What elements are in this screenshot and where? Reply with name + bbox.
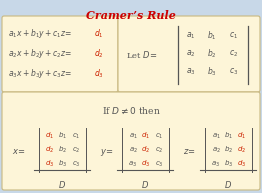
Text: $a_1$: $a_1$ [129, 131, 138, 141]
Text: $b_2$: $b_2$ [58, 145, 68, 155]
Text: $a_1x+b_1y+c_1z\!=\!$: $a_1x+b_1y+c_1z\!=\!$ [8, 27, 72, 41]
Text: $a_3$: $a_3$ [186, 67, 196, 77]
FancyBboxPatch shape [2, 92, 260, 190]
Text: $c_3$: $c_3$ [72, 159, 80, 169]
Text: $d_1$: $d_1$ [94, 28, 104, 40]
Text: $d_3$: $d_3$ [237, 159, 247, 169]
Text: $c_2$: $c_2$ [155, 145, 163, 155]
Text: If $D \neq 0$ then: If $D \neq 0$ then [102, 106, 160, 116]
Text: $b_2$: $b_2$ [225, 145, 233, 155]
Text: $b_2$: $b_2$ [207, 48, 217, 60]
Text: $x\!=\!$: $x\!=\!$ [12, 147, 26, 157]
Text: $d_1$: $d_1$ [141, 131, 151, 141]
Text: $D$: $D$ [141, 179, 149, 190]
Text: Let $D\!=\!$: Let $D\!=\!$ [126, 48, 157, 59]
Text: $d_3$: $d_3$ [45, 159, 54, 169]
Text: $d_3$: $d_3$ [94, 68, 104, 80]
Text: $c_1$: $c_1$ [230, 31, 238, 41]
Text: $b_3$: $b_3$ [58, 159, 68, 169]
Text: $a_2$: $a_2$ [211, 145, 220, 155]
Text: $c_2$: $c_2$ [230, 49, 238, 59]
Text: $b_1$: $b_1$ [58, 131, 68, 141]
Text: $a_1$: $a_1$ [186, 31, 196, 41]
Text: $d_2$: $d_2$ [141, 145, 151, 155]
Text: $a_3$: $a_3$ [211, 159, 221, 169]
Text: $c_2$: $c_2$ [72, 145, 80, 155]
Text: $d_2$: $d_2$ [94, 48, 104, 60]
Text: $d_1$: $d_1$ [46, 131, 54, 141]
Text: $d_2$: $d_2$ [46, 145, 54, 155]
Text: $c_3$: $c_3$ [155, 159, 163, 169]
Text: $a_3x+b_3y+c_3z\!=\!$: $a_3x+b_3y+c_3z\!=\!$ [8, 68, 72, 80]
Text: $a_3$: $a_3$ [128, 159, 138, 169]
Text: $y\!=\!$: $y\!=\!$ [100, 146, 113, 157]
Text: $b_1$: $b_1$ [207, 30, 217, 42]
Text: $c_1$: $c_1$ [72, 131, 80, 141]
Text: $d_2$: $d_2$ [237, 145, 247, 155]
Text: $D$: $D$ [58, 179, 66, 190]
Text: $b_3$: $b_3$ [207, 66, 217, 78]
Text: $a_1$: $a_1$ [211, 131, 220, 141]
Text: $b_3$: $b_3$ [225, 159, 234, 169]
FancyBboxPatch shape [118, 16, 260, 92]
Text: $d_1$: $d_1$ [237, 131, 247, 141]
Text: $c_3$: $c_3$ [230, 67, 239, 77]
Text: $a_2$: $a_2$ [129, 145, 138, 155]
Text: $a_2x+b_2y+c_2z\!=\!$: $a_2x+b_2y+c_2z\!=\!$ [8, 47, 72, 60]
Text: Cramer’s Rule: Cramer’s Rule [86, 10, 176, 21]
Text: $z\!=\!$: $z\!=\!$ [183, 147, 196, 157]
FancyBboxPatch shape [2, 16, 118, 92]
Text: $a_2$: $a_2$ [186, 49, 196, 59]
Text: $b_1$: $b_1$ [225, 131, 233, 141]
Text: $c_1$: $c_1$ [155, 131, 163, 141]
Text: $d_3$: $d_3$ [141, 159, 151, 169]
Text: $D$: $D$ [224, 179, 232, 190]
